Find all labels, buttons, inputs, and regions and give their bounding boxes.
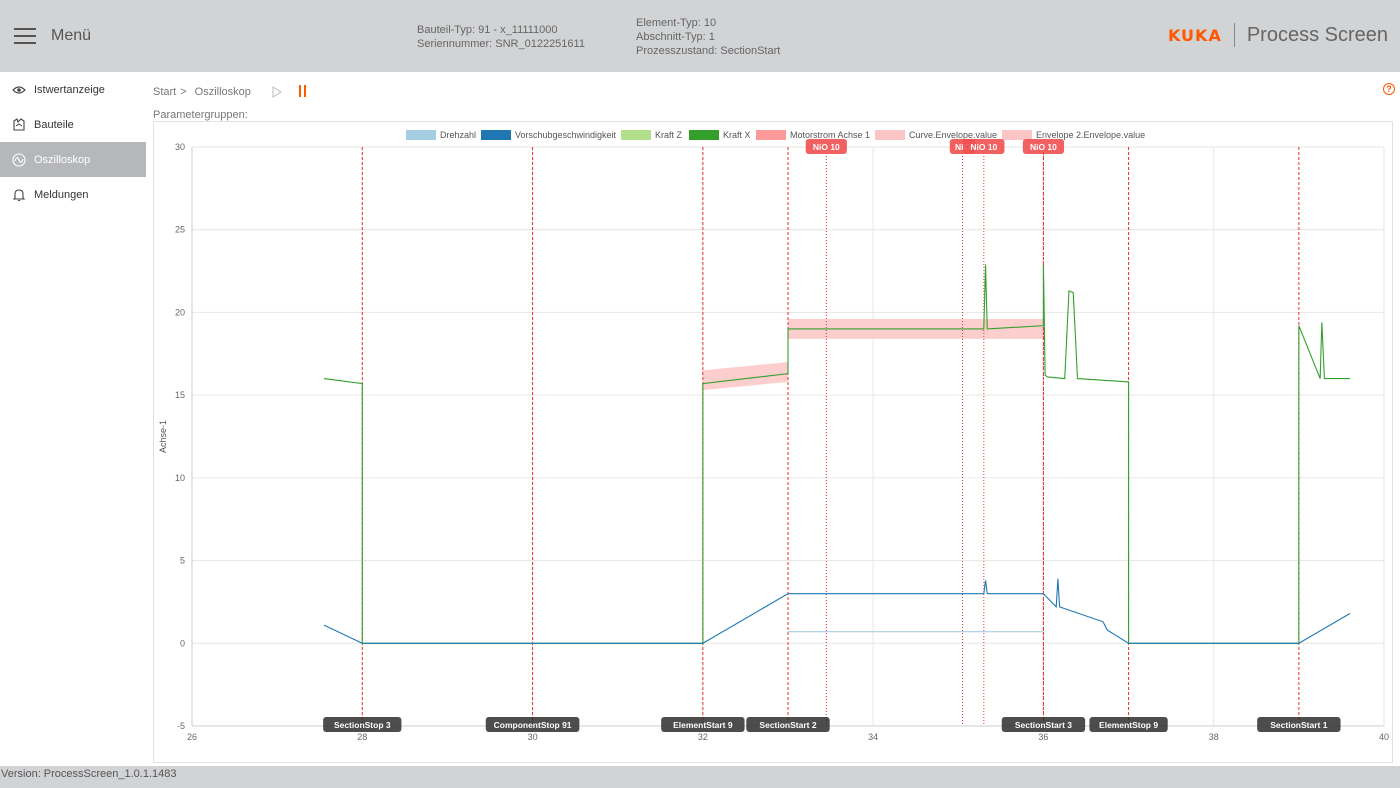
y-axis-label: Achse-1 [158,420,168,453]
legend-label: Vorschubgeschwindigkeit [515,130,617,140]
section-type: Abschnitt-Typ: 1 [636,31,715,43]
chart-svg: -5 0 5 10 15 20 25 30 26 28 30 32 34 36 38 40 Achse-1 Dre… [158,130,1389,742]
legend-label: Drehzahl [440,130,476,140]
brand: KUKA Process Screen [1168,20,1388,50]
bell-icon [12,188,26,202]
nio-badge [805,139,847,154]
parameter-groups-label: Parametergruppen: [153,109,248,121]
sidebar-item-meldungen[interactable]: Meldungen [0,177,146,212]
nio-label: NiO 10 [813,142,840,152]
x-tick-label: 30 [528,732,538,742]
x-tick-label: 26 [187,732,197,742]
play-button[interactable] [271,86,283,98]
process-info: Element-Typ: 10 Abschnitt-Typ: 1 Prozess… [636,16,780,58]
element-type: Element-Typ: 10 [636,17,717,29]
x-tick-label: 34 [868,732,878,742]
event-marker-label: SectionStop 3 [334,720,391,730]
sidebar-item-label: Oszilloskop [34,153,91,166]
breadcrumb-separator: > [180,86,187,98]
legend-swatch [689,130,719,140]
oscilloscope-icon [12,152,26,167]
event-marker-label: SectionStart 3 [1015,720,1072,730]
sidebar-item-bauteile[interactable]: Bauteile [0,107,146,142]
component-info: Bauteil-Typ: 91 - x_11111000 Seriennumme… [417,23,585,51]
event-marker-label: SectionStart 2 [759,720,816,730]
legend-label: Envelope 2.Envelope.value [1036,130,1145,140]
breadcrumb: Start > Oszilloskop [153,85,309,99]
y-tick-label: 5 [180,556,185,566]
event-marker-badge [485,717,580,732]
part-icon [12,117,26,132]
kuka-logo: KUKA [1167,25,1222,45]
y-tick-label: 0 [180,638,185,648]
y-tick-label: 10 [175,473,185,483]
breadcrumb-current: Oszilloskop [194,86,251,98]
series-line-vorschubgeschwindigkeit [323,578,1351,644]
version-label: Version: ProcessScreen_1.0.1.1483 [1,768,177,780]
sidebar-item-label: Istwertanzeige [34,83,105,96]
legend-swatch [406,130,436,140]
legend-swatch [621,130,651,140]
legend-swatch [756,130,786,140]
oscilloscope-chart: -5 0 5 10 15 20 25 30 26 28 30 32 34 36 38 40 Achse-1 Dre… [153,121,1393,763]
eye-icon [12,83,26,97]
sidebar-item-label: Meldungen [34,188,89,201]
x-tick-label: 36 [1038,732,1048,742]
x-tick-label: 38 [1209,732,1219,742]
event-marker-badge [746,717,830,732]
nio-label: NiO 10 [1030,142,1057,152]
legend-swatch [481,130,511,140]
y-tick-label: 30 [175,142,185,152]
brand-divider [1233,23,1235,47]
header-bar: Menü Bauteil-Typ: 91 - x_11111000 Serien… [0,0,1400,72]
legend-swatch [1002,130,1032,140]
y-tick-label: -5 [177,721,185,731]
x-tick-label: 28 [357,732,367,742]
footer: Version: ProcessScreen_1.0.1.1483 [0,766,1400,788]
sidebar-item-istwertanzeige[interactable]: Istwertanzeige [0,72,146,107]
app-title: Process Screen [1246,23,1388,46]
legend-label: Kraft Z [655,130,683,140]
y-tick-label: 25 [175,225,185,235]
sidebar-item-label: Bauteile [34,118,74,131]
event-marker-badge [323,717,402,732]
nio-badge [1022,139,1065,154]
menu-label: Menü [51,27,92,44]
nio-label: NiO 10 [970,142,997,152]
legend-swatch [875,130,905,140]
nio-label: NiO [955,142,971,152]
help-icon[interactable]: ? [1383,83,1395,95]
hamburger-icon [14,27,36,45]
y-tick-label: 20 [175,307,185,317]
event-marker-badge [661,717,745,732]
pause-button[interactable] [298,85,309,99]
event-marker-label: ElementStop 9 [1099,720,1158,730]
event-marker-badge [1089,717,1168,732]
breadcrumb-start[interactable]: Start [153,86,177,98]
sidebar-item-oszilloskop[interactable]: Oszilloskop [0,142,146,177]
y-tick-label: 15 [175,390,185,400]
event-marker-label: ComponentStop 91 [494,720,572,730]
event-marker-badge [1257,717,1341,732]
menu-button[interactable]: Menü [14,24,114,48]
serial-number: Seriennummer: SNR_0122251611 [417,38,585,50]
nio-badge [963,139,1005,154]
sidebar: Istwertanzeige Bauteile Oszilloskop Meld… [0,72,150,766]
event-marker-label: SectionStart 1 [1270,720,1327,730]
legend-label: Curve.Envelope.value [909,130,997,140]
series-line-kraft-x [323,264,1350,644]
legend-label: Kraft X [723,130,751,140]
legend-label: Motorstrom Achse 1 [790,130,870,140]
event-marker-badge [1001,717,1086,732]
x-tick-label: 32 [698,732,708,742]
event-marker-label: ElementStart 9 [673,720,733,730]
process-state: Prozesszustand: SectionStart [636,45,781,57]
component-type: Bauteil-Typ: 91 - x_11111000 [417,24,558,36]
x-tick-label: 40 [1379,732,1389,742]
